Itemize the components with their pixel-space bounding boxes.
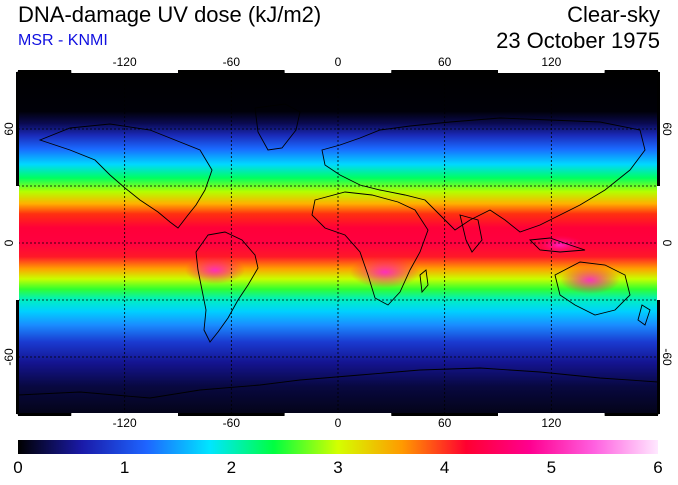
lat-tick-label-right: 60 bbox=[660, 122, 674, 136]
frame-segment bbox=[284, 413, 392, 416]
colorbar-label: 2 bbox=[226, 458, 237, 477]
latitude-edge-bars bbox=[16, 70, 660, 416]
coastline-north-america bbox=[38, 123, 213, 229]
coastlines bbox=[18, 103, 658, 399]
sky-condition-label: Clear-sky bbox=[567, 2, 660, 27]
frame-segment bbox=[178, 70, 285, 73]
colorbar-label: 5 bbox=[546, 458, 557, 477]
frame-segment bbox=[657, 72, 660, 186]
coastline-greenland bbox=[254, 103, 301, 151]
frame-segment bbox=[498, 413, 605, 416]
colorbar-label: 1 bbox=[119, 458, 130, 477]
frame-segment bbox=[657, 186, 660, 300]
colorbar-label: 6 bbox=[653, 458, 663, 477]
lon-tick-label-bottom: -60 bbox=[223, 416, 241, 430]
coastline-new-zealand bbox=[637, 304, 651, 326]
colorbar-label: 0 bbox=[13, 458, 23, 477]
lat-tick-label-left: 0 bbox=[2, 239, 16, 246]
frame-segment bbox=[18, 413, 72, 416]
coastline-india bbox=[459, 214, 483, 253]
date-label: 23 October 1975 bbox=[496, 28, 660, 53]
colorbar bbox=[18, 440, 658, 454]
coastline-indonesia bbox=[529, 237, 586, 253]
frame-segment bbox=[604, 413, 658, 416]
source-label: MSR - KNMI bbox=[18, 32, 108, 49]
latitude-tick-labels: 60 60 0 0 -60 -60 bbox=[2, 122, 674, 366]
lon-tick-label-bottom: 120 bbox=[541, 416, 561, 430]
coastline-eurasia bbox=[321, 117, 646, 233]
frame-segment bbox=[16, 300, 19, 414]
lon-tick-label-bottom: -120 bbox=[113, 416, 137, 430]
coastline-south-america bbox=[195, 231, 259, 343]
frame-segment bbox=[657, 300, 660, 414]
lon-tick-label-top: 60 bbox=[438, 55, 452, 69]
hotspot-africa bbox=[350, 256, 420, 288]
hotspot-australia bbox=[560, 266, 620, 294]
frame-segment bbox=[178, 413, 285, 416]
frame-segment bbox=[391, 70, 498, 73]
colorbar-gradient bbox=[18, 440, 658, 454]
frame-segment bbox=[71, 413, 178, 416]
lat-tick-label-left: -60 bbox=[2, 348, 16, 366]
frame-segment bbox=[604, 70, 658, 73]
colorbar-label: 3 bbox=[333, 458, 343, 477]
lat-tick-label-right: 0 bbox=[660, 240, 674, 247]
frame-segment bbox=[284, 70, 392, 73]
map-field bbox=[18, 72, 658, 414]
colorbar-label: 4 bbox=[439, 458, 450, 477]
frame-segment bbox=[16, 72, 19, 186]
lon-tick-label-top: 0 bbox=[335, 55, 342, 69]
hotspot-south-america bbox=[185, 256, 245, 284]
frame-segment bbox=[391, 413, 498, 416]
lat-tick-label-right: -60 bbox=[660, 348, 674, 366]
frame-segment bbox=[498, 70, 605, 73]
graticule bbox=[18, 72, 658, 414]
lon-tick-label-bottom: 0 bbox=[335, 416, 342, 430]
frame-segment bbox=[71, 70, 178, 73]
lon-tick-label-bottom: 60 bbox=[438, 416, 452, 430]
lon-tick-label-top: 120 bbox=[541, 55, 561, 69]
lon-tick-label-top: -120 bbox=[113, 55, 137, 69]
lat-tick-label-left: 60 bbox=[2, 122, 16, 136]
coastline-madagascar bbox=[419, 269, 429, 294]
longitude-tick-labels: -120 -120 -60 -60 0 0 60 60 120 120 bbox=[113, 55, 562, 430]
frame-segment bbox=[18, 70, 72, 73]
lon-tick-label-top: -60 bbox=[223, 55, 241, 69]
hotspot-indonesia bbox=[535, 235, 585, 255]
map-title: DNA-damage UV dose (kJ/m2) bbox=[18, 2, 322, 27]
frame-segment bbox=[16, 186, 19, 300]
coastline-antarctica bbox=[18, 367, 658, 399]
